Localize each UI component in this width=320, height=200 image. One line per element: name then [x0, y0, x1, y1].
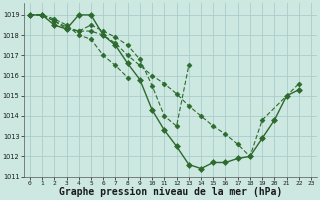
X-axis label: Graphe pression niveau de la mer (hPa): Graphe pression niveau de la mer (hPa)	[59, 187, 282, 197]
